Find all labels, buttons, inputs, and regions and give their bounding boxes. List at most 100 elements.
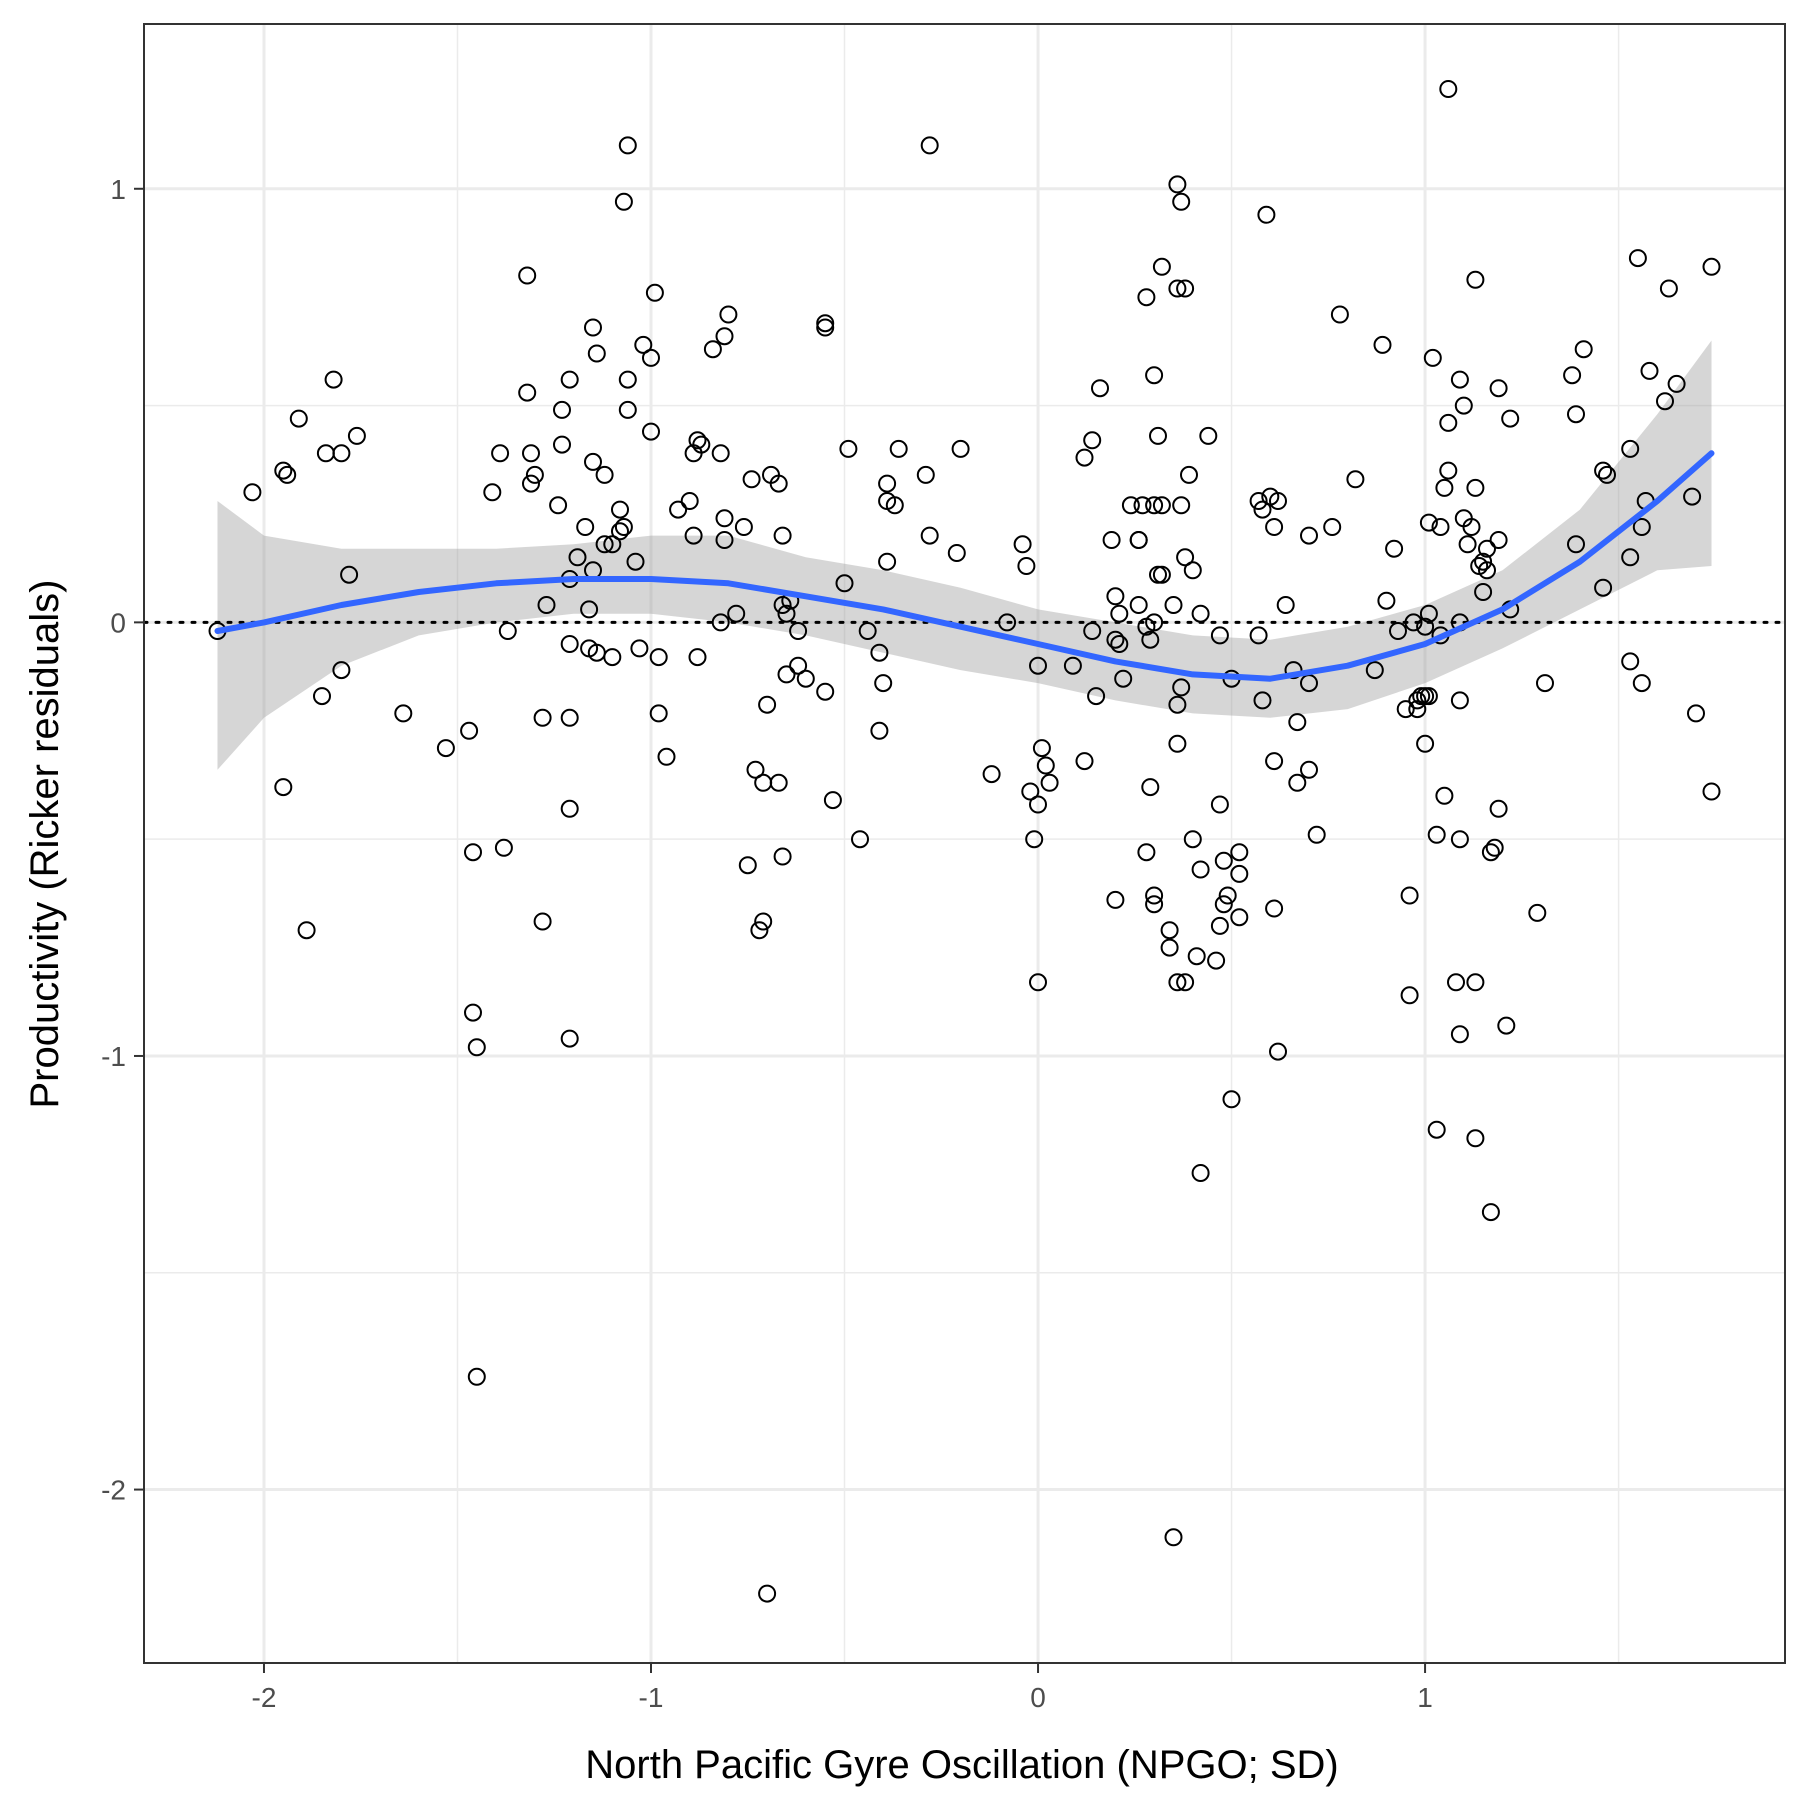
data-point xyxy=(1145,895,1164,914)
data-point xyxy=(1172,496,1191,515)
data-point xyxy=(692,435,711,454)
data-point xyxy=(1017,557,1036,575)
data-point xyxy=(750,921,769,940)
data-point xyxy=(688,431,707,450)
data-point xyxy=(1466,973,1485,992)
data-point xyxy=(611,522,629,541)
data-point xyxy=(1563,366,1582,385)
data-point xyxy=(1489,531,1508,549)
data-point xyxy=(769,773,788,792)
data-point xyxy=(1164,1528,1183,1547)
data-point xyxy=(796,669,815,688)
data-point xyxy=(715,509,734,528)
data-point xyxy=(1478,539,1496,558)
data-point xyxy=(1025,830,1044,849)
data-point xyxy=(1230,864,1249,883)
data-point xyxy=(1129,596,1148,614)
data-point xyxy=(464,843,482,862)
data-point xyxy=(1265,899,1284,918)
data-point xyxy=(560,799,579,818)
x-tick-label: 1 xyxy=(1417,1682,1433,1713)
data-point xyxy=(773,526,792,545)
data-point xyxy=(313,687,331,706)
data-point xyxy=(614,518,633,536)
data-point xyxy=(878,552,897,571)
y-axis: -2 -1 0 1 xyxy=(101,174,144,1506)
data-point xyxy=(1214,851,1233,870)
data-point xyxy=(1373,335,1392,354)
data-point xyxy=(1249,492,1268,510)
data-point xyxy=(1330,305,1349,324)
data-point xyxy=(1427,825,1446,844)
data-point xyxy=(525,465,544,484)
data-point xyxy=(1269,492,1287,510)
data-point xyxy=(1021,782,1040,801)
data-point xyxy=(1450,691,1469,710)
data-point xyxy=(560,708,579,727)
data-point xyxy=(460,721,479,740)
data-point xyxy=(1656,392,1674,411)
data-point xyxy=(816,318,835,337)
data-point xyxy=(816,682,835,701)
data-point xyxy=(549,496,568,515)
data-point xyxy=(1389,622,1407,640)
data-point xyxy=(1149,426,1167,445)
data-point xyxy=(1431,518,1450,536)
data-point xyxy=(1300,760,1318,779)
x-tick-label: -2 xyxy=(252,1682,277,1713)
data-point xyxy=(649,704,668,723)
data-point xyxy=(1168,734,1187,753)
data-point xyxy=(1450,1025,1469,1044)
data-point xyxy=(584,318,602,337)
data-point xyxy=(1013,535,1032,554)
data-point xyxy=(1702,257,1721,276)
data-point xyxy=(1269,1042,1287,1061)
data-point xyxy=(738,856,757,875)
x-tick-label: 0 xyxy=(1030,1682,1046,1713)
data-point xyxy=(642,348,660,367)
data-point xyxy=(560,1029,579,1048)
data-point xyxy=(645,283,664,302)
data-point xyxy=(618,400,637,419)
data-point xyxy=(467,1038,486,1057)
data-point xyxy=(1145,613,1164,632)
data-point xyxy=(711,613,730,632)
data-point xyxy=(1145,366,1164,385)
data-point xyxy=(626,552,645,571)
data-point xyxy=(1106,587,1125,606)
data-point xyxy=(1172,678,1191,697)
data-point xyxy=(1466,478,1485,497)
data-point xyxy=(1133,496,1152,515)
data-point xyxy=(1687,704,1705,723)
data-point xyxy=(553,400,571,419)
data-point xyxy=(1207,951,1226,970)
data-point xyxy=(1164,596,1183,614)
data-point xyxy=(324,370,343,389)
data-point xyxy=(1040,773,1059,792)
data-point xyxy=(1288,713,1307,732)
data-point xyxy=(1481,843,1500,862)
data-point xyxy=(243,483,262,502)
data-point xyxy=(777,604,796,623)
data-point xyxy=(1419,604,1438,623)
data-point xyxy=(1121,496,1140,515)
data-point xyxy=(1137,288,1156,307)
data-point xyxy=(1106,890,1125,909)
y-tick-label: 1 xyxy=(110,174,126,205)
data-point xyxy=(533,912,552,931)
data-point xyxy=(1214,895,1233,914)
data-point xyxy=(1621,652,1640,671)
confidence-band xyxy=(217,340,1712,770)
data-point xyxy=(1145,496,1164,515)
data-point xyxy=(1659,279,1678,298)
y-axis-title: Productivity (Ricker residuals) xyxy=(23,579,67,1108)
data-point xyxy=(1404,613,1423,632)
data-point xyxy=(1377,591,1396,610)
data-point xyxy=(580,600,599,619)
y-tick-label: -2 xyxy=(101,1475,126,1506)
data-point xyxy=(769,474,788,493)
data-point xyxy=(1191,860,1210,879)
data-point xyxy=(758,1584,777,1603)
data-point xyxy=(1102,531,1121,549)
